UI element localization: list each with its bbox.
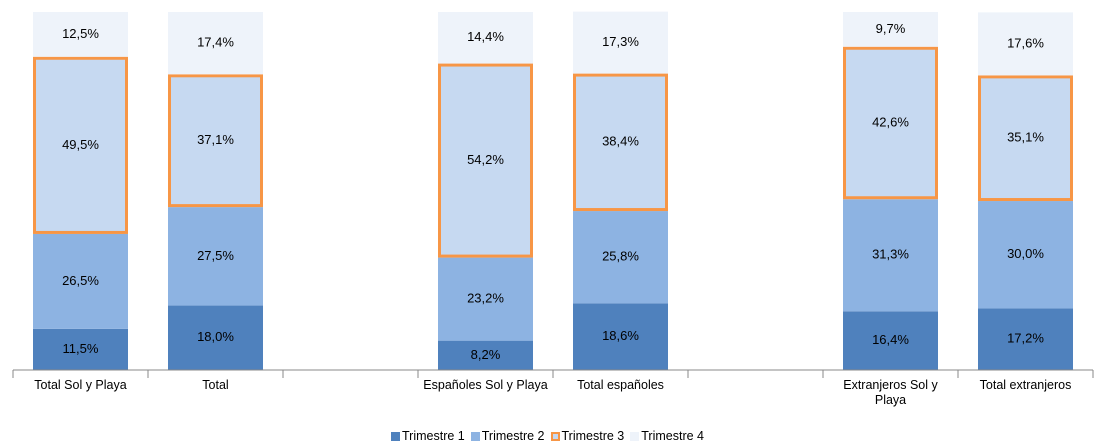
bar-segment: [573, 211, 668, 304]
legend-label: Trimestre 2: [481, 429, 545, 443]
bar-segment: [573, 303, 668, 370]
bar-segment: [978, 75, 1073, 202]
x-tick-label: Total: [202, 378, 229, 392]
value-label: 27,5%: [197, 248, 234, 263]
bar-segment: [168, 207, 263, 306]
bar-segment: [843, 12, 938, 47]
value-label: 31,3%: [872, 247, 909, 262]
bar-segment: [168, 305, 263, 370]
value-label: 26,5%: [62, 273, 99, 288]
legend-label: Trimestre 4: [641, 429, 704, 443]
bar-segment: [168, 12, 263, 75]
value-label: 42,6%: [872, 114, 909, 129]
legend-swatch: [630, 431, 640, 441]
bar-segment: [33, 233, 128, 329]
value-label: 14,4%: [467, 29, 504, 44]
bar-segment: [438, 257, 533, 341]
legend-label: Trimestre 3: [561, 429, 625, 443]
legend-label: Trimestre 1: [402, 429, 465, 443]
bar-segment: [168, 74, 263, 208]
value-label: 54,2%: [467, 152, 504, 167]
bar-segment: [33, 12, 128, 57]
value-label: 18,0%: [197, 329, 234, 344]
value-label: 17,6%: [1007, 35, 1044, 50]
legend-item: Trimestre 2: [470, 429, 545, 443]
x-tick-label: Total extranjeros: [979, 378, 1072, 392]
value-label: 37,1%: [197, 132, 234, 147]
value-label: 25,8%: [602, 249, 639, 264]
bar-segment: [438, 340, 533, 370]
x-tick-label: Españoles Sol y Playa: [423, 378, 548, 392]
bar-segment: [978, 12, 1073, 76]
value-label: 17,3%: [602, 34, 639, 49]
bar-segment: [33, 328, 128, 370]
value-label: 35,1%: [1007, 130, 1044, 145]
bar-segment: [573, 73, 668, 212]
legend-item: Trimestre 4: [630, 429, 704, 443]
legend: Trimestre 1 Trimestre 2 Trimestre 3 Trimest…: [0, 429, 1095, 444]
bar-segment: [978, 308, 1073, 370]
legend-item: Trimestre 3: [550, 429, 625, 443]
legend-item: Trimestre 1: [391, 429, 465, 443]
x-tick-label: Total Sol y Playa: [34, 378, 127, 392]
value-label: 23,2%: [467, 291, 504, 306]
legend-swatch: [470, 431, 480, 441]
value-label: 16,4%: [872, 332, 909, 347]
bar-segment: [843, 199, 938, 312]
value-label: 11,5%: [63, 341, 99, 356]
legend-swatch: [550, 431, 560, 441]
value-label: 9,7%: [876, 21, 906, 36]
bar-segment: [843, 46, 938, 200]
bar-segment: [843, 311, 938, 370]
value-label: 12,5%: [62, 26, 99, 41]
value-label: 17,2%: [1007, 331, 1044, 346]
bar-segment: [438, 12, 533, 64]
legend-swatch: [391, 431, 400, 441]
x-tick-label: Extranjeros Sol y Playa: [843, 378, 938, 407]
value-label: 17,4%: [197, 35, 234, 50]
value-label: 30,0%: [1007, 246, 1044, 261]
value-label: 49,5%: [62, 137, 99, 152]
value-label: 18,6%: [602, 328, 639, 343]
x-tick-label: Total españoles: [577, 378, 664, 392]
bar-segment: [978, 201, 1073, 309]
bar-segment: [438, 63, 533, 258]
value-label: 8,2%: [471, 347, 501, 362]
bar-segment: [573, 11, 668, 74]
bar-segment: [33, 56, 128, 234]
value-label: 38,4%: [602, 134, 639, 149]
